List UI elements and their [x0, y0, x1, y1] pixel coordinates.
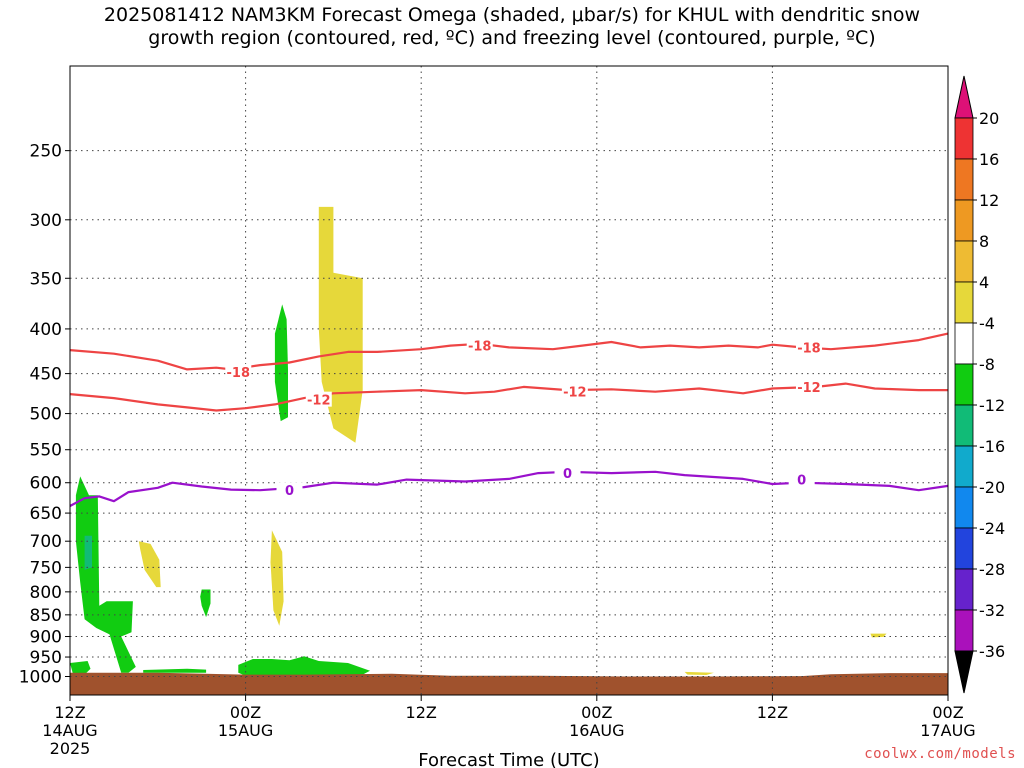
contour-label: -18: [227, 366, 251, 381]
contour-label: 0: [285, 484, 294, 499]
colorbar-swatch: [954, 445, 974, 488]
y-tick-label: 550: [30, 441, 62, 461]
omega-ascent-region-0: [318, 206, 363, 443]
colorbar-swatch: [954, 322, 974, 365]
contour-label: -18: [468, 340, 492, 355]
y-tick-label: 700: [30, 532, 62, 552]
colorbar-swatch: [954, 240, 974, 283]
contour-label-bg: [788, 471, 815, 487]
colorbar-bottom-arrow: [954, 650, 974, 694]
colorbar-swatch: [954, 609, 974, 652]
colorbar-label: -24: [979, 519, 1005, 538]
colorbar-label: -8: [979, 355, 995, 374]
contour-label: -18: [797, 341, 821, 356]
omega-descent-region-9: [143, 668, 207, 673]
contour-label: -12: [307, 394, 331, 409]
colorbar-swatch: [954, 281, 974, 324]
terrain: [70, 672, 948, 695]
contour-label: -12: [563, 386, 587, 401]
terrain-area: [70, 672, 948, 695]
omega-ascent-region-3: [684, 671, 714, 675]
colorbar: 20 16 12 8 4 -4 -8 -12 -16 -20 -24 -28 -32 -36: [954, 75, 1005, 694]
colorbar-label: 20: [979, 109, 999, 128]
x-tick-label: 00Z: [932, 703, 963, 722]
colorbar-label: -16: [979, 437, 1005, 456]
contour-label: -12: [797, 381, 821, 396]
y-tick-label: 750: [30, 558, 62, 578]
y-tick-label: 450: [30, 365, 62, 385]
colorbar-swatch: [954, 199, 974, 242]
x-tick-label: 16AUG: [569, 721, 624, 740]
contour-label: 0: [563, 467, 572, 482]
colorbar-label: -36: [979, 642, 1005, 661]
y-tick-label: 500: [30, 405, 62, 425]
contour-label-bg: [466, 337, 493, 353]
x-tick-label: 12Z: [406, 703, 437, 722]
y-tick-label: 850: [30, 606, 62, 626]
y-tick-label: 350: [30, 269, 62, 289]
y-tick-label: 950: [30, 648, 62, 668]
omega-descent-region-6: [75, 476, 136, 673]
omega-ascent-region-1: [138, 541, 161, 588]
colorbar-swatch: [954, 486, 974, 529]
y-tick-label: 1000: [19, 667, 62, 687]
y-tick-label: 600: [30, 474, 62, 494]
contour-label: 0: [797, 474, 806, 489]
colorbar-label: -32: [979, 601, 1005, 620]
colorbar-label: -4: [979, 314, 995, 333]
contour-line-0: [69, 470, 949, 507]
colorbar-label: 16: [979, 150, 999, 169]
colorbar-label: 12: [979, 191, 999, 210]
x-tick-label: 12Z: [757, 703, 788, 722]
omega-shading: [70, 206, 887, 676]
x-tick-label: 00Z: [230, 703, 261, 722]
colorbar-swatch: [954, 158, 974, 201]
colorbar-label: 4: [979, 273, 989, 292]
y-tick-label: 650: [30, 504, 62, 524]
contour-label-bg: [795, 339, 822, 355]
y-tick-label: 400: [30, 320, 62, 340]
x-tick-label: 15AUG: [218, 721, 273, 740]
y-tick-label: 900: [30, 628, 62, 648]
colorbar-swatch: [954, 363, 974, 406]
contour-label-bg: [225, 363, 252, 379]
omega-descent-region-7: [200, 589, 211, 618]
plot-frame: [69, 65, 949, 696]
colorbar-label: -20: [979, 478, 1005, 497]
grid: [70, 66, 948, 695]
contour-label-bg: [561, 383, 588, 399]
contours: -18 -18 -18 -12 -12 -12 0 0 0: [69, 332, 949, 507]
omega-descent_strong-region-11: [84, 535, 92, 570]
colorbar-swatch: [954, 404, 974, 447]
contour-label-bg: [276, 482, 303, 498]
colorbar-label: -28: [979, 560, 1005, 579]
y-tick-label: 800: [30, 583, 62, 603]
omega-descent-region-8: [70, 661, 91, 675]
x-tick-label: 17AUG: [920, 721, 975, 740]
chart-title: 2025081412 NAM3KM Forecast Omega (shaded…: [0, 4, 1024, 50]
watermark: coolwx.com/models: [864, 746, 1016, 762]
omega-ascent-region-2: [270, 530, 284, 626]
colorbar-top-arrow: [954, 75, 974, 119]
chart-title-line1: 2025081412 NAM3KM Forecast Omega (shaded…: [103, 4, 921, 26]
contour-label-bg: [795, 378, 822, 394]
colorbar-label: 8: [979, 232, 989, 251]
colorbar-swatch: [954, 117, 974, 160]
x-tick-label: 00Z: [581, 703, 612, 722]
chart-title-line2: growth region (contoured, red, ºC) and f…: [148, 27, 876, 49]
colorbar-label: -12: [979, 396, 1005, 415]
omega-descent-region-10: [238, 656, 370, 676]
contour-label-bg: [305, 391, 332, 407]
colorbar-swatch: [954, 568, 974, 611]
x-tick-label: 14AUG: [42, 721, 97, 740]
x-tick-label: 2025: [50, 739, 91, 758]
x-axis-title: Forecast Time (UTC): [418, 750, 599, 768]
contour-label-bg: [554, 465, 581, 481]
y-tick-label: 300: [30, 211, 62, 231]
x-tick-label: 12Z: [54, 703, 85, 722]
colorbar-swatch: [954, 527, 974, 570]
y-tick-label: 250: [30, 142, 62, 162]
